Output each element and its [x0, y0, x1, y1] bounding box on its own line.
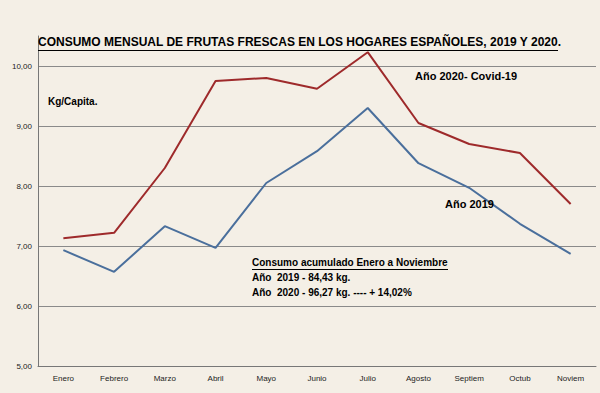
svg-text:Año 2020- Covid-19: Año 2020- Covid-19: [415, 70, 517, 82]
svg-text:Abril: Abril: [208, 374, 224, 383]
svg-text:Julio: Julio: [360, 374, 377, 383]
svg-text:Consumo acumulado Enero a Novi: Consumo acumulado Enero a Noviembre: [252, 257, 448, 268]
svg-text:Junio: Junio: [307, 374, 327, 383]
svg-text:7,00: 7,00: [16, 242, 32, 251]
svg-text:5,00: 5,00: [16, 362, 32, 371]
svg-text:Año 2019: Año 2019: [445, 198, 494, 210]
svg-text:8,00: 8,00: [16, 182, 32, 191]
svg-text:Octub: Octub: [509, 374, 531, 383]
svg-text:Año 2020 - 96,27 kg. ---- + 1: Año 2020 - 96,27 kg. ---- + 14,02%: [252, 287, 412, 298]
svg-text:Febrero: Febrero: [100, 374, 129, 383]
svg-text:Mayo: Mayo: [256, 374, 276, 383]
svg-text:Marzo: Marzo: [154, 374, 177, 383]
svg-text:Agosto: Agosto: [406, 374, 431, 383]
svg-text:CONSUMO MENSUAL DE FRUTAS FRES: CONSUMO MENSUAL DE FRUTAS FRESCAS EN LOS…: [38, 34, 561, 49]
svg-text:Kg/Capita.: Kg/Capita.: [48, 96, 98, 107]
svg-text:10,00: 10,00: [12, 62, 33, 71]
svg-text:Septiem: Septiem: [455, 374, 485, 383]
svg-text:Noviem: Noviem: [557, 374, 584, 383]
svg-text:Año 2019 - 84,43 kg.: Año 2019 - 84,43 kg.: [252, 272, 351, 283]
svg-text:9,00: 9,00: [16, 122, 32, 131]
svg-text:6,00: 6,00: [16, 302, 32, 311]
svg-text:Enero: Enero: [53, 374, 75, 383]
